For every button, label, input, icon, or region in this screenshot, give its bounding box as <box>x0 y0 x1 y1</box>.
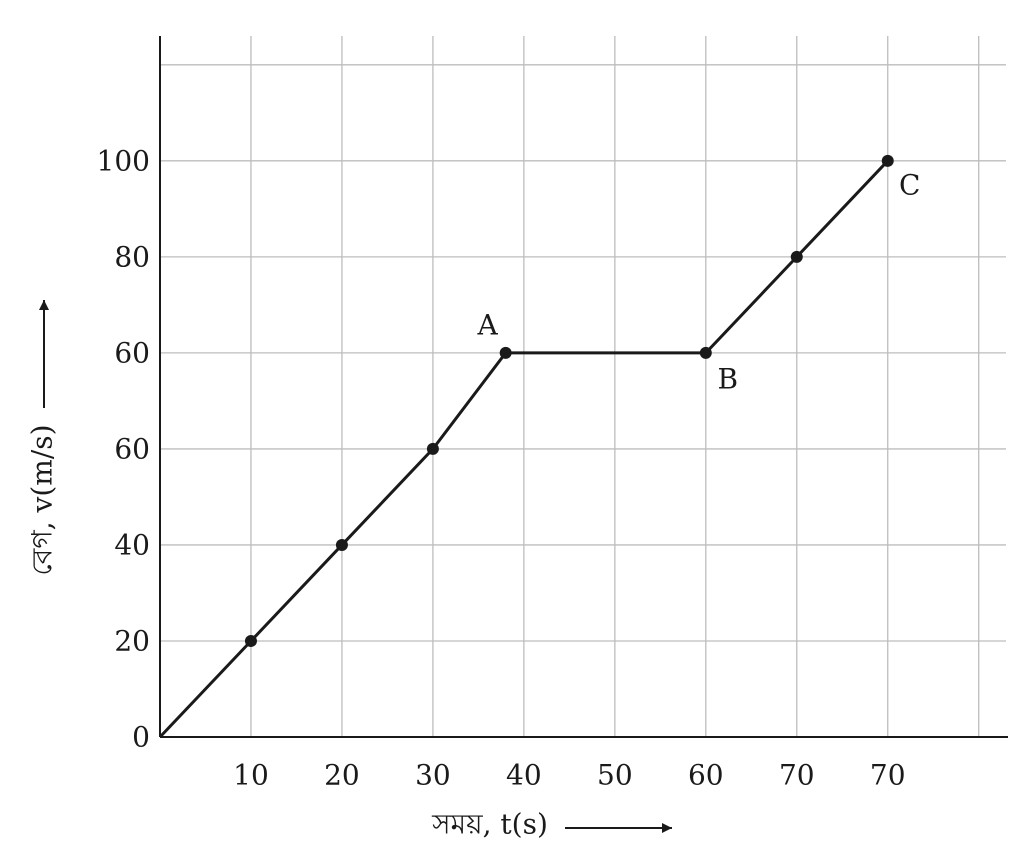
x-tick-label: 50 <box>597 759 633 792</box>
point <box>699 346 712 359</box>
x-tick-label: 60 <box>688 759 724 792</box>
x-tick-label: 70 <box>870 759 906 792</box>
y-tick-label: 60 <box>114 336 150 369</box>
y-tick-label: 80 <box>114 240 150 273</box>
y-tick-label: 100 <box>97 144 150 177</box>
y-tick-label: 20 <box>114 624 150 657</box>
point <box>426 442 439 455</box>
point <box>244 634 257 647</box>
point <box>881 154 894 167</box>
y-tick-label: 40 <box>114 528 150 561</box>
point <box>335 538 348 551</box>
point <box>790 250 803 263</box>
x-tick-label: 70 <box>779 759 815 792</box>
point <box>499 346 512 359</box>
y-tick-label: 0 <box>132 721 150 754</box>
line <box>158 159 889 739</box>
point-annotation: C <box>899 168 920 201</box>
x-tick-label: 40 <box>506 759 542 792</box>
point-annotation: A <box>477 308 499 341</box>
y-tick-label: 60 <box>114 432 150 465</box>
grid <box>160 36 1006 737</box>
y-axis-label: বেগ, v(m/s) <box>26 424 59 575</box>
x-axis-label: সময়, t(s) <box>431 808 548 841</box>
x-tick-label: 30 <box>415 759 451 792</box>
point-annotation: B <box>718 362 739 395</box>
x-tick-label: 10 <box>233 759 269 792</box>
x-tick-label: 20 <box>324 759 360 792</box>
